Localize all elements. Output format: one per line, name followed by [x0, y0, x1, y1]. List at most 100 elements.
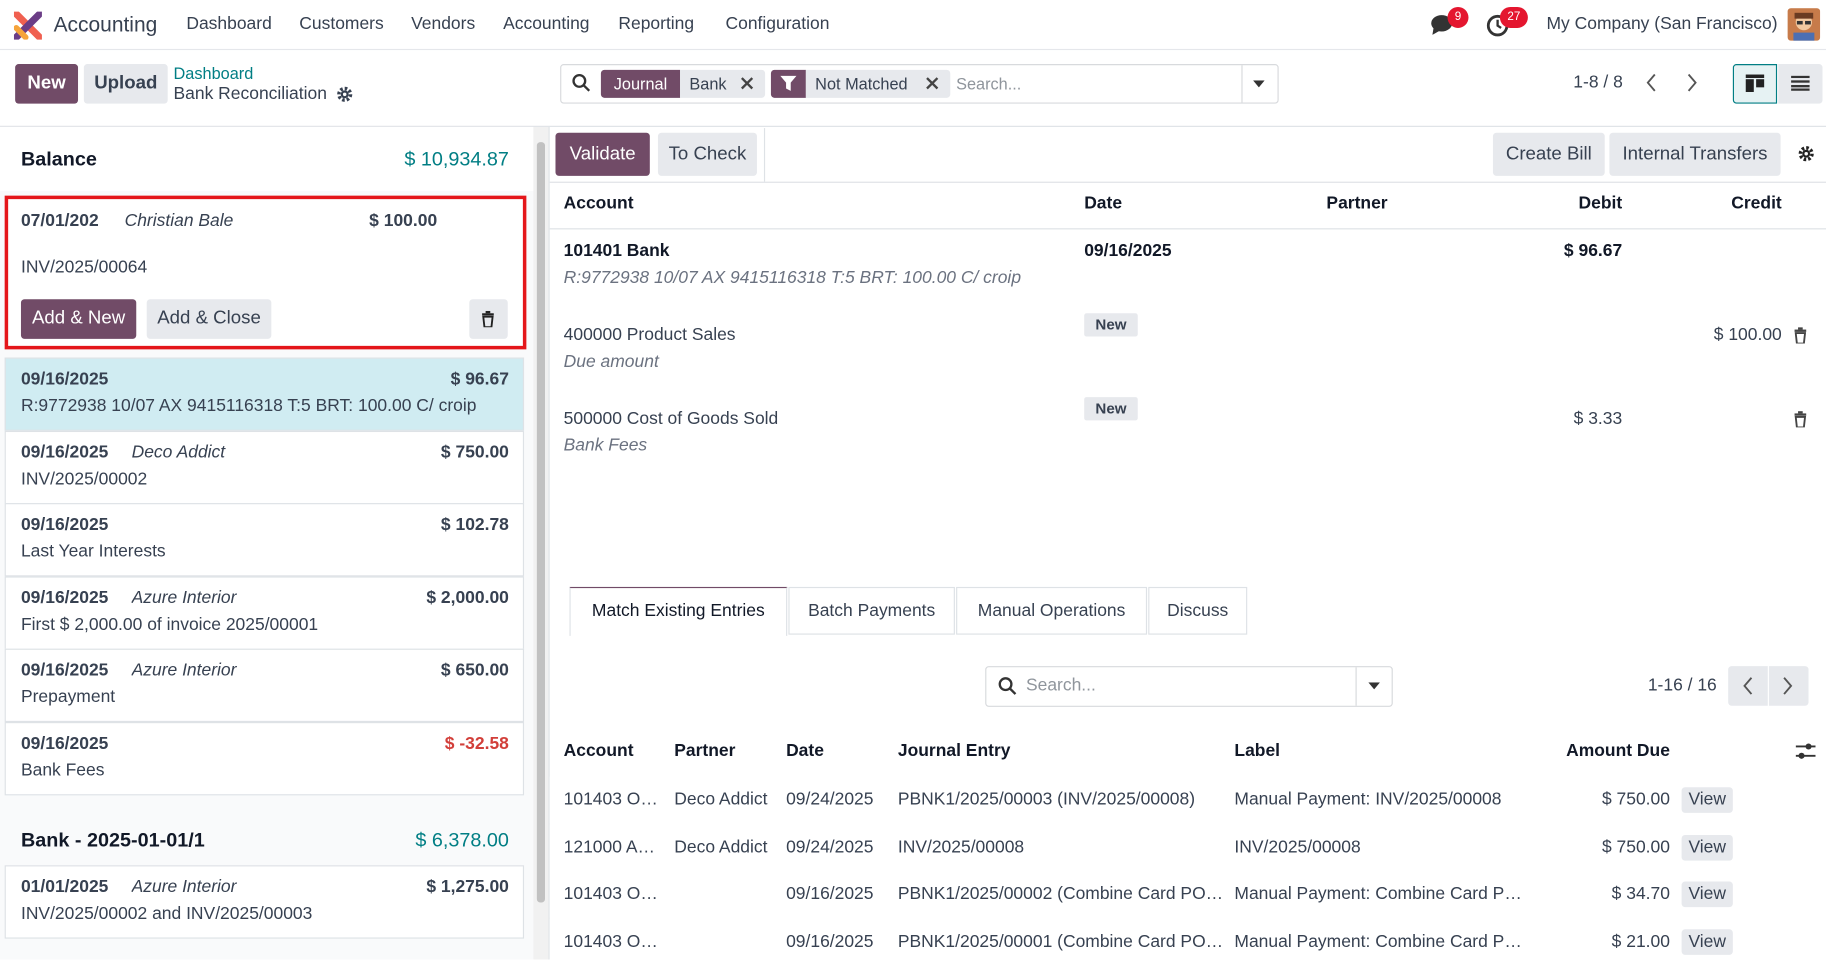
add-close-button[interactable]: Add & Close — [146, 299, 272, 339]
statement-line[interactable] — [4, 430, 525, 504]
optional-columns-icon[interactable] — [1795, 742, 1816, 761]
tab[interactable] — [788, 586, 955, 635]
match-row[interactable] — [549, 776, 1826, 824]
cell: 09/24/2025 — [786, 789, 874, 810]
filter-icon — [780, 75, 797, 91]
trash-icon[interactable] — [1793, 411, 1807, 428]
line-label: R:9772938 10/07 AX 9415116318 T:5 BRT: 1… — [20, 395, 477, 416]
tab-active[interactable] — [569, 586, 788, 636]
cell: Deco Addict — [674, 836, 768, 857]
pager-prev[interactable] — [1633, 64, 1673, 104]
description: Bank Fees — [563, 435, 648, 456]
tab-label: Batch Payments — [808, 600, 936, 621]
gear-icon[interactable] — [337, 86, 353, 102]
description: R:9772938 10/07 AX 9415116318 T:5 BRT: 1… — [563, 267, 1022, 288]
statement-line[interactable] — [4, 576, 525, 650]
caret-icon[interactable] — [1253, 80, 1265, 88]
line-date: 09/16/2025 — [20, 660, 109, 681]
app-logo — [13, 11, 42, 40]
menu-item[interactable]: Dashboard — [186, 13, 272, 34]
cell: PBNK1/2025/00003 (INV/2025/00008) — [897, 789, 1196, 810]
remove-icon[interactable] — [926, 77, 939, 90]
user-avatar[interactable] — [1787, 8, 1821, 41]
view-button[interactable]: View — [1681, 929, 1733, 956]
gear-icon[interactable] — [1798, 146, 1814, 162]
line-date: 07/01/202 — [20, 210, 99, 231]
line-amount: $ 2,000.00 — [426, 587, 509, 608]
add-new-button[interactable]: Add & New — [20, 299, 137, 339]
caret-icon[interactable] — [1368, 682, 1380, 690]
match-row[interactable] — [549, 871, 1826, 919]
line-amount: $ 96.67 — [450, 369, 509, 389]
statement-line-selected[interactable] — [4, 357, 525, 431]
tab-label: Match Existing Entries — [591, 600, 765, 621]
cell: Deco Addict — [674, 789, 768, 810]
match-row[interactable] — [549, 824, 1826, 871]
menu-item[interactable]: Accounting — [503, 13, 590, 34]
statement-line[interactable] — [4, 503, 525, 577]
group-title: Bank - 2025-01-01/1 — [20, 829, 205, 852]
view-button[interactable]: View — [1681, 834, 1733, 861]
balance-amount: $ 10,934.87 — [404, 147, 509, 171]
menu-item[interactable]: Configuration — [725, 13, 830, 34]
new-button[interactable]: New — [15, 64, 79, 104]
kanban-icon — [1745, 74, 1765, 92]
pager-next[interactable] — [1768, 666, 1809, 706]
line-date: 09/16/2025 — [20, 733, 109, 754]
kanban-view-switch[interactable] — [1732, 64, 1778, 104]
view-button[interactable]: View — [1681, 882, 1733, 908]
account: 101401 Bank — [563, 241, 670, 261]
list-view-switch[interactable] — [1778, 64, 1823, 104]
balance-bar — [0, 126, 534, 191]
scrollbar-thumb[interactable] — [536, 142, 546, 903]
facet-value — [680, 69, 766, 98]
facet-label: Journal — [613, 74, 668, 94]
messages-icon[interactable] — [1430, 14, 1456, 35]
chevron-icon[interactable] — [1686, 73, 1698, 92]
line-label: INV/2025/00064 — [20, 257, 148, 278]
divider — [0, 125, 1826, 127]
company-name[interactable]: My Company (San Francisco) — [1546, 13, 1778, 34]
create-bill-button[interactable]: Create Bill — [1492, 132, 1605, 176]
tab[interactable] — [1148, 586, 1248, 635]
line-amount: $ -32.58 — [444, 733, 509, 754]
cell: INV/2025/00008 — [897, 836, 1025, 857]
column-header: Debit — [1578, 193, 1623, 214]
view-button[interactable]: View — [1681, 787, 1733, 813]
pager-prev[interactable] — [1728, 666, 1768, 706]
statement-line[interactable] — [4, 722, 525, 796]
badge: New — [1084, 397, 1138, 421]
line-partner: Deco Addict — [131, 442, 226, 462]
to-check-button[interactable]: To Check — [657, 132, 757, 176]
column-header: Account — [563, 193, 634, 214]
statement-line[interactable] — [4, 649, 525, 723]
line-label: First $ 2,000.00 of invoice 2025/00001 — [20, 614, 319, 635]
cell: PBNK1/2025/00002 (Combine Card PO… — [897, 884, 1224, 905]
cell: Manual Payment: Combine Card P… — [1234, 931, 1522, 952]
upload-button[interactable]: Upload — [83, 64, 168, 104]
badge: New — [1084, 313, 1138, 337]
chevron-icon[interactable] — [1742, 677, 1754, 696]
pager-next[interactable] — [1673, 64, 1712, 104]
column-header: Date — [1084, 193, 1123, 214]
trash-icon[interactable] — [481, 310, 495, 328]
divider — [0, 48, 1826, 51]
chevron-icon[interactable] — [1782, 677, 1794, 696]
validate-button[interactable]: Validate — [555, 132, 650, 176]
statement-line[interactable] — [4, 865, 525, 939]
trash-icon[interactable] — [1793, 327, 1807, 344]
divider — [763, 128, 766, 182]
badge: 27 — [1499, 6, 1528, 28]
tab[interactable] — [956, 586, 1148, 635]
delete-button[interactable] — [469, 299, 508, 339]
menu-item[interactable]: Customers — [299, 13, 384, 34]
line-amount: $ 100.00 — [369, 210, 438, 231]
cell: $ 34.70 — [1611, 884, 1670, 905]
remove-icon[interactable] — [740, 77, 754, 90]
line-label: Bank Fees — [20, 760, 105, 781]
cell: $ 750.00 — [1601, 789, 1670, 810]
chevron-icon[interactable] — [1645, 73, 1657, 92]
match-row[interactable] — [549, 918, 1826, 960]
internal-transfers-button[interactable]: Internal Transfers — [1609, 132, 1781, 176]
